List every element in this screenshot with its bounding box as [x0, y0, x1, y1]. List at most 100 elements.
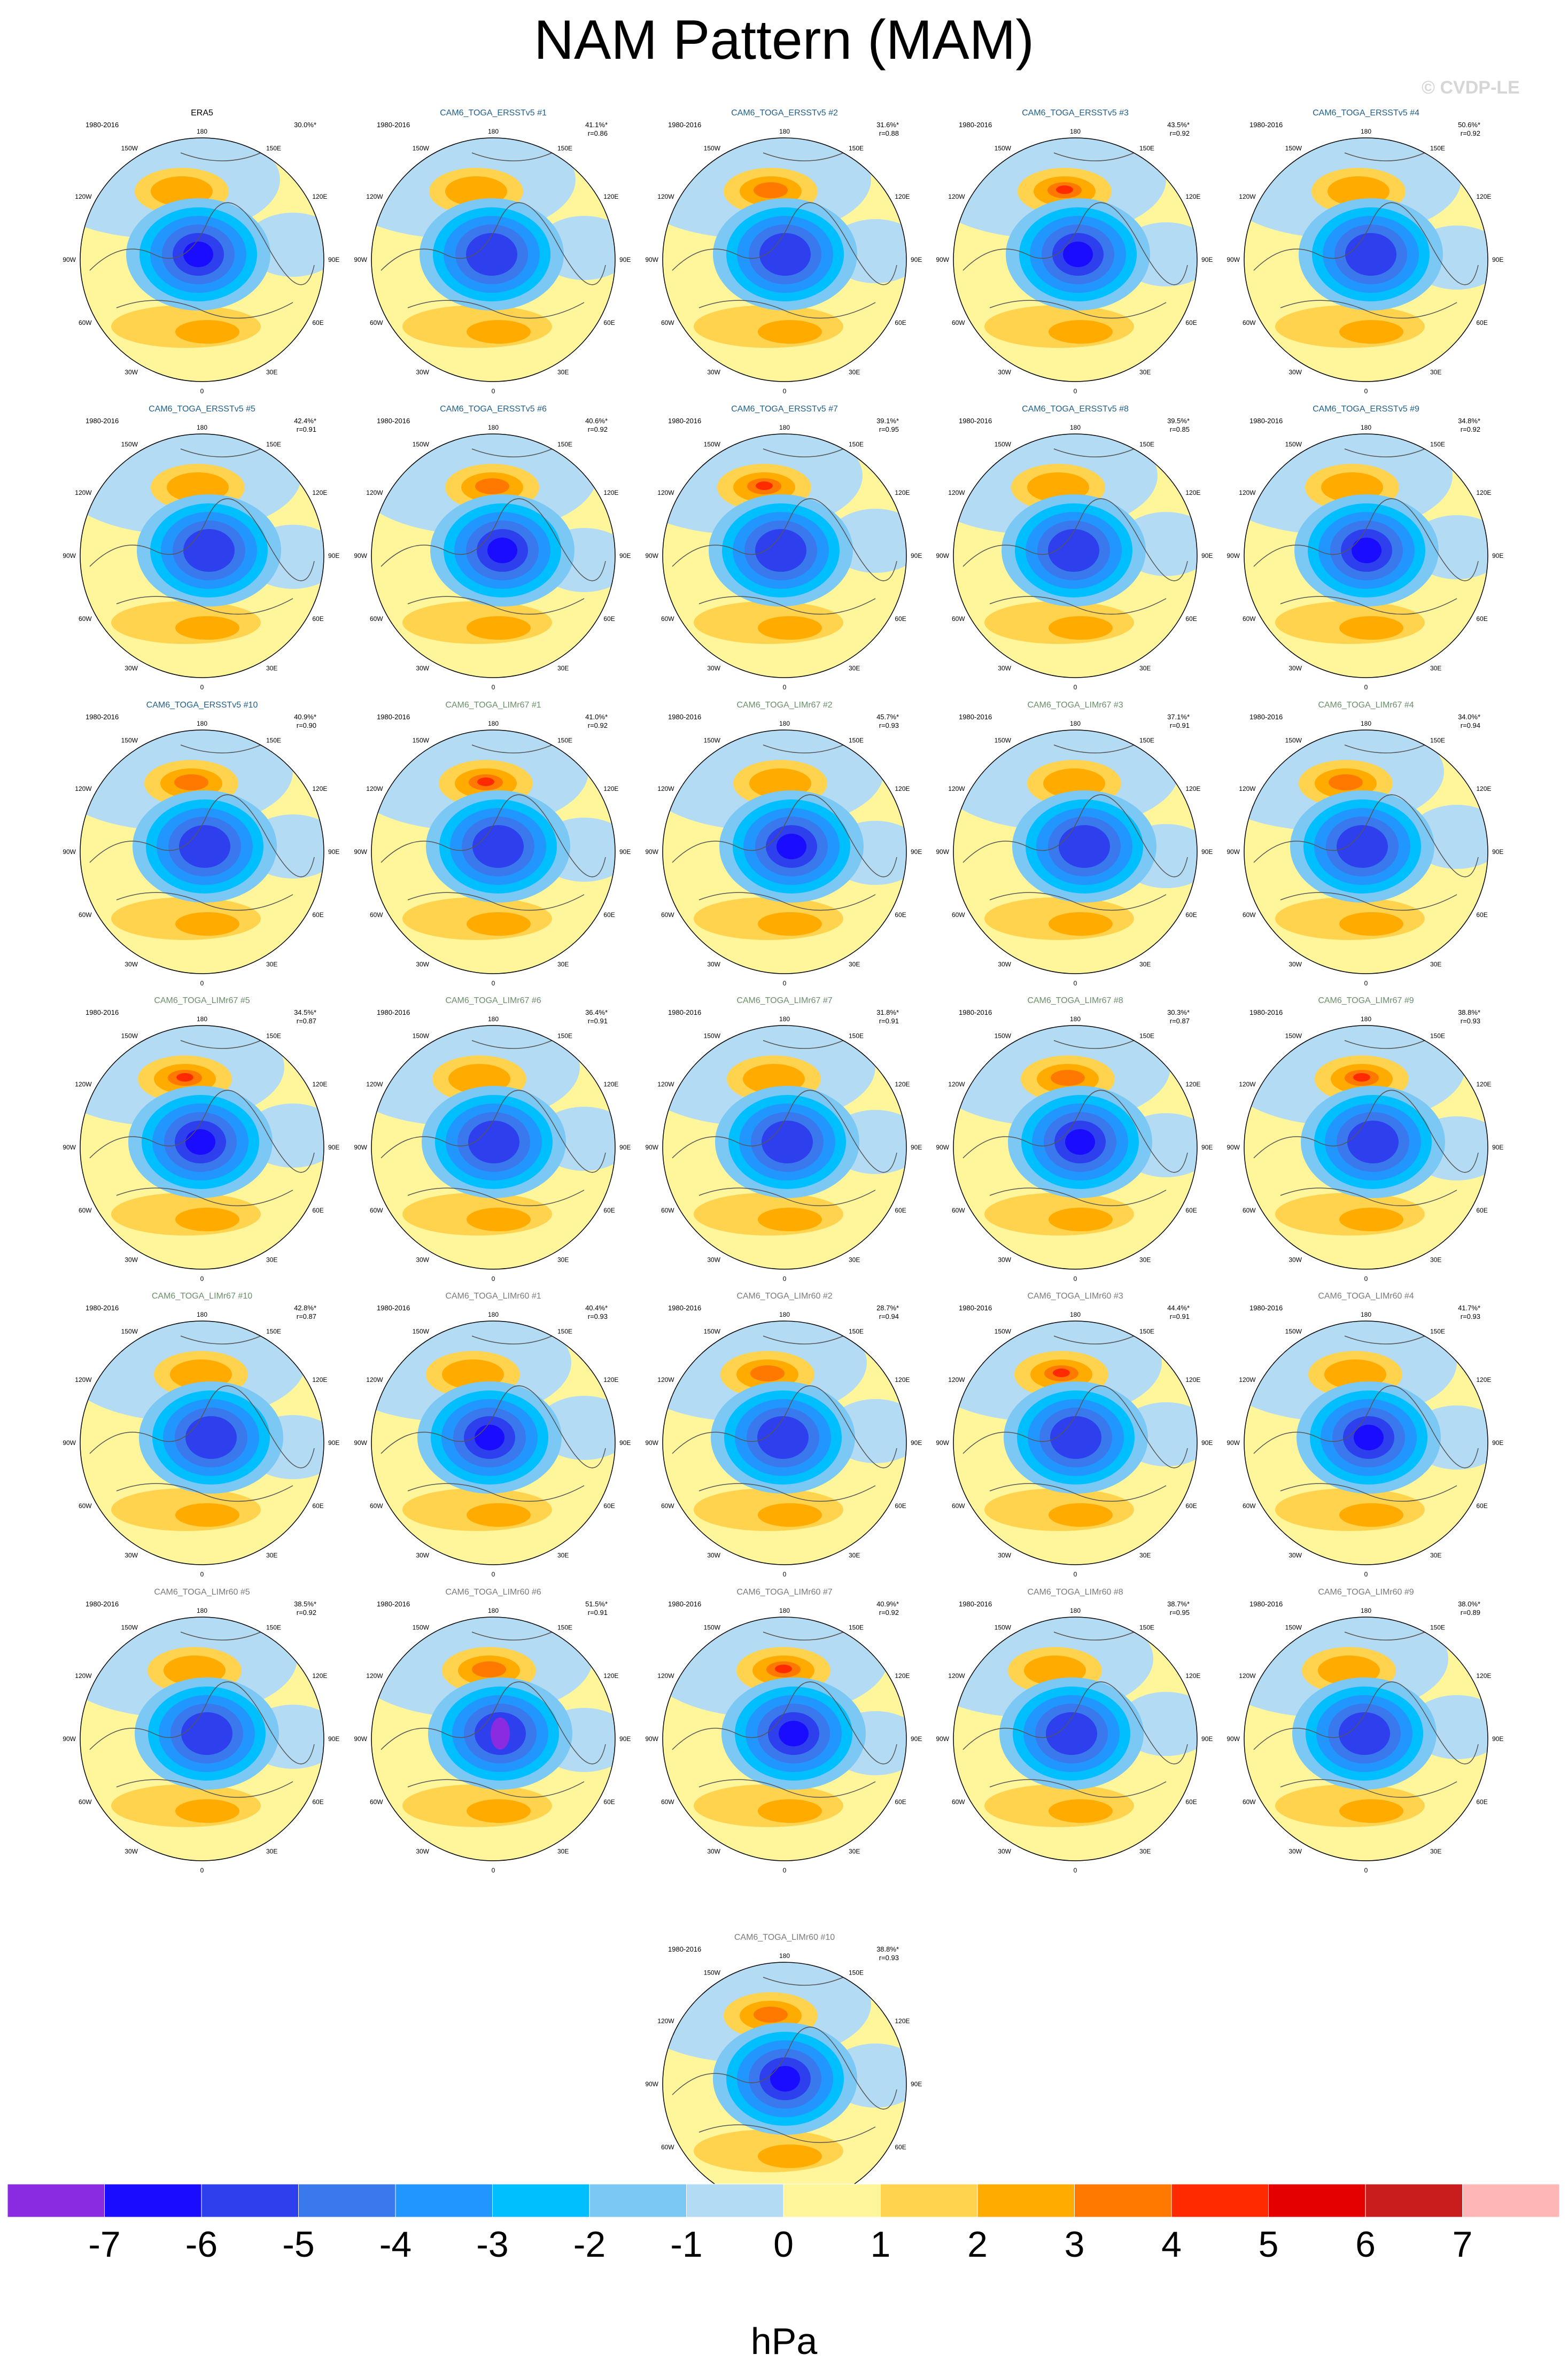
longitude-label: 120E: [1185, 193, 1200, 200]
longitude-label: 90W: [645, 552, 658, 560]
map-boundary: [371, 433, 616, 678]
longitude-label: 60E: [1476, 911, 1487, 919]
longitude-label: 180: [779, 424, 790, 431]
longitude-label: 180: [779, 1607, 790, 1614]
panel-period: 1980-2016: [377, 1304, 410, 1312]
longitude-label: 150W: [1285, 145, 1302, 152]
panel-period: 1980-2016: [1249, 121, 1283, 129]
longitude-label: 90W: [354, 1144, 367, 1151]
panel-title: CAM6_TOGA_ERSSTv5 #7: [731, 405, 838, 414]
longitude-label: 60W: [1243, 319, 1256, 327]
longitude-label: 60W: [79, 615, 92, 623]
longitude-label: 150E: [1139, 1328, 1154, 1335]
anomaly-contour: [1051, 1070, 1085, 1086]
panel-variance: 40.9%*: [294, 713, 316, 721]
longitude-label: 120W: [657, 193, 674, 200]
longitude-label: 150E: [266, 1624, 281, 1631]
longitude-label: 90W: [645, 848, 658, 856]
longitude-label: 150W: [995, 441, 1012, 448]
anomaly-contour: [1354, 1425, 1384, 1450]
longitude-label: 150W: [1285, 1624, 1302, 1631]
longitude-label: 120E: [1476, 489, 1491, 496]
anomaly-contour: [1049, 616, 1113, 640]
longitude-label: 60W: [370, 1798, 383, 1806]
longitude-label: 60E: [1185, 1207, 1197, 1214]
longitude-label: 90W: [1227, 1735, 1240, 1743]
longitude-label: 90W: [1227, 552, 1240, 560]
longitude-label: 60W: [1243, 1798, 1256, 1806]
longitude-label: 30E: [557, 1551, 569, 1559]
longitude-label: 90E: [328, 1439, 339, 1447]
longitude-label: 150W: [121, 737, 138, 744]
colorbar-swatch: [977, 2184, 1075, 2218]
anomaly-contour: [777, 834, 806, 859]
panel-period: 1980-2016: [1249, 1600, 1283, 1608]
coastline: [962, 1631, 1188, 1798]
panel-period: 1980-2016: [86, 713, 119, 721]
panel-variance: 37.1%*: [1167, 713, 1190, 721]
longitude-label: 150E: [849, 1969, 864, 1977]
longitude-label: 60W: [952, 911, 965, 919]
longitude-label: 30E: [849, 368, 860, 376]
longitude-label: 90W: [63, 848, 76, 856]
map-boundary: [80, 433, 324, 678]
longitude-label: 120W: [948, 1081, 965, 1088]
coastline: [89, 152, 315, 319]
longitude-label: 180: [197, 1311, 207, 1318]
anomaly-contour: [1339, 320, 1403, 344]
panel-period: 1980-2016: [668, 1945, 701, 1953]
colorbar-swatch: [783, 2184, 881, 2218]
longitude-label: 120W: [75, 785, 92, 792]
longitude-label: 60E: [603, 1207, 615, 1214]
anomaly-contour: [754, 182, 788, 198]
map-boundary: [80, 729, 324, 974]
colorbar-swatch: [395, 2184, 493, 2218]
panel-period: 1980-2016: [1249, 1304, 1283, 1312]
longitude-label: 120W: [1239, 1081, 1256, 1088]
coastline: [672, 448, 897, 615]
anomaly-contour: [467, 912, 531, 936]
panel-correlation: r=0.88: [879, 129, 899, 137]
panel-period: 1980-2016: [86, 1304, 119, 1312]
longitude-label: 90E: [619, 1439, 631, 1447]
longitude-label: 120W: [1239, 193, 1256, 200]
panel-correlation: r=0.93: [879, 1954, 899, 1962]
longitude-label: 60W: [661, 1207, 674, 1214]
colorbar-tick-label: -1: [670, 2224, 702, 2265]
coastline: [1253, 1335, 1479, 1502]
longitude-label: 150E: [1430, 441, 1445, 448]
longitude-label: 90W: [645, 2080, 658, 2088]
longitude-label: 60W: [661, 2143, 674, 2151]
longitude-label: 30W: [416, 1847, 429, 1855]
longitude-label: 90W: [354, 1439, 367, 1447]
longitude-label: 120W: [75, 1672, 92, 1680]
longitude-label: 30W: [1288, 368, 1302, 376]
longitude-label: 180: [1361, 720, 1371, 727]
longitude-label: 90W: [936, 1439, 949, 1447]
panel-period: 1980-2016: [959, 1600, 992, 1608]
longitude-label: 180: [1361, 424, 1371, 431]
panel-period: 1980-2016: [1249, 417, 1283, 425]
longitude-label: 120E: [1185, 1376, 1200, 1384]
longitude-label: 60W: [79, 911, 92, 919]
longitude-label: 90W: [354, 256, 367, 263]
panel-title: CAM6_TOGA_LIMr67 #10: [152, 1292, 252, 1301]
anomaly-contour: [758, 1503, 822, 1527]
longitude-label: 180: [1361, 1311, 1371, 1318]
anomaly-contour: [758, 912, 822, 936]
map-panel: 180 0 90W 90E 150W 150E 120W 120E 60W 60E 30W 30E CA…: [645, 108, 922, 395]
panel-variance: 38.8%*: [1458, 1008, 1480, 1016]
panel-title: CAM6_TOGA_LIMr67 #1: [445, 701, 541, 710]
longitude-label: 0: [1364, 683, 1368, 691]
longitude-label: 120E: [1185, 785, 1200, 792]
panel-period: 1980-2016: [1249, 713, 1283, 721]
longitude-label: 30W: [1288, 664, 1302, 672]
panel-variance: 31.8%*: [876, 1008, 899, 1016]
longitude-label: 120E: [1476, 785, 1491, 792]
panel-period: 1980-2016: [377, 1600, 410, 1608]
panel-period: 1980-2016: [668, 1600, 701, 1608]
anomaly-contour: [1339, 616, 1403, 640]
longitude-label: 90W: [354, 848, 367, 856]
anomaly-contour: [1049, 1799, 1113, 1823]
longitude-label: 30E: [849, 1551, 860, 1559]
